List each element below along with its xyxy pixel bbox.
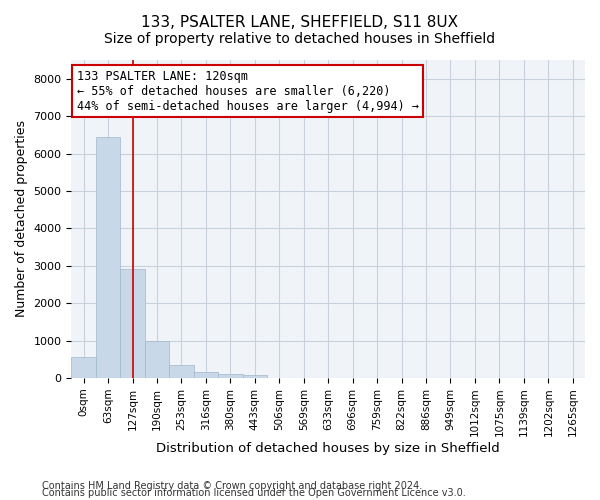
- Text: Size of property relative to detached houses in Sheffield: Size of property relative to detached ho…: [104, 32, 496, 46]
- Y-axis label: Number of detached properties: Number of detached properties: [15, 120, 28, 318]
- X-axis label: Distribution of detached houses by size in Sheffield: Distribution of detached houses by size …: [157, 442, 500, 455]
- Bar: [96, 137, 121, 378]
- Bar: [71, 356, 96, 378]
- Bar: [145, 342, 169, 378]
- Bar: [218, 374, 242, 378]
- Bar: [121, 268, 145, 378]
- Text: 133 PSALTER LANE: 120sqm
← 55% of detached houses are smaller (6,220)
44% of sem: 133 PSALTER LANE: 120sqm ← 55% of detach…: [77, 70, 419, 112]
- Text: Contains public sector information licensed under the Open Government Licence v3: Contains public sector information licen…: [42, 488, 466, 498]
- Bar: [194, 372, 218, 378]
- Text: 133, PSALTER LANE, SHEFFIELD, S11 8UX: 133, PSALTER LANE, SHEFFIELD, S11 8UX: [142, 15, 458, 30]
- Bar: [242, 375, 267, 378]
- Text: Contains HM Land Registry data © Crown copyright and database right 2024.: Contains HM Land Registry data © Crown c…: [42, 481, 422, 491]
- Bar: [169, 364, 194, 378]
